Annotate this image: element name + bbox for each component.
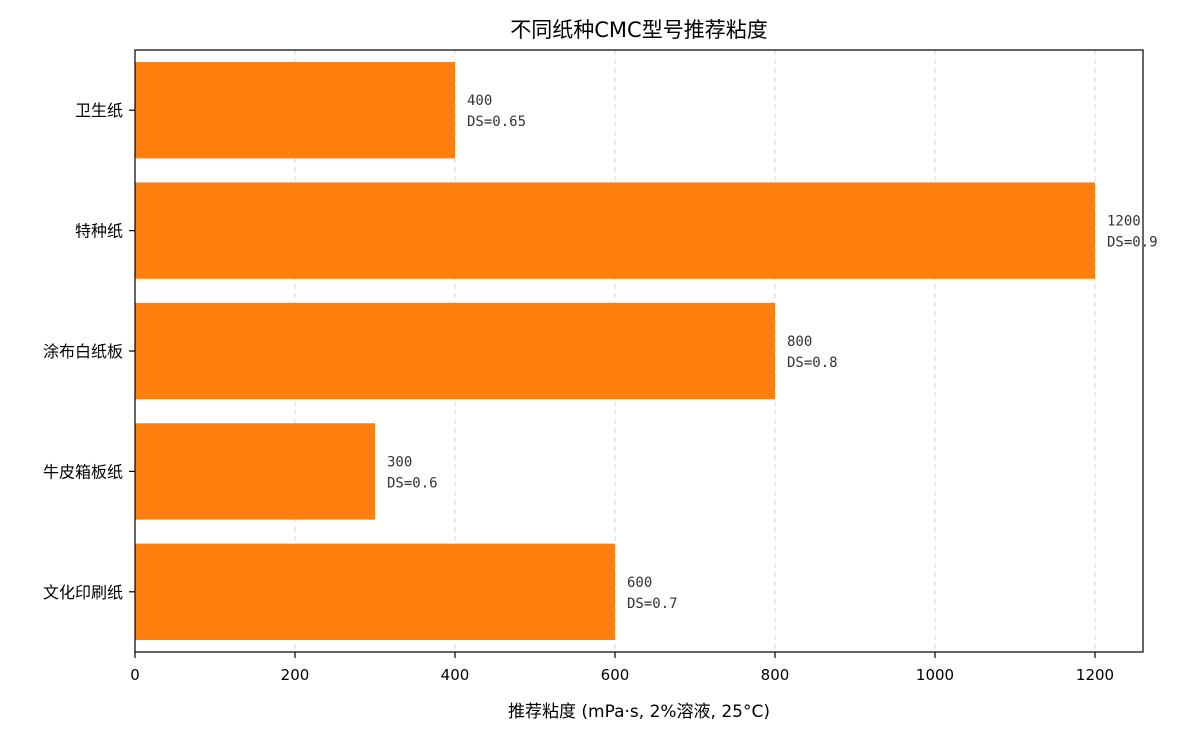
bar-2 (135, 302, 775, 400)
value-label-1: 300 (387, 454, 412, 470)
x-axis-ticks: 0 200 400 600 800 1000 1200 (130, 652, 1114, 684)
x-tick-label-0: 0 (130, 666, 140, 684)
data-labels: 600 DS=0.7 300 DS=0.6 800 DS=0.8 1200 DS=0.9 400… (387, 93, 1158, 612)
y-tick-label-1: 牛皮箱板纸 (43, 462, 123, 481)
bar-4 (135, 62, 455, 159)
value-label-4: 400 (467, 93, 492, 109)
value-label-0: 600 (627, 575, 652, 591)
x-tick-label-800: 800 (761, 666, 790, 684)
ds-label-2: DS=0.8 (787, 355, 838, 371)
x-tick-label-600: 600 (601, 666, 630, 684)
bar-0 (135, 543, 615, 640)
x-tick-label-200: 200 (281, 666, 310, 684)
ds-label-4: DS=0.65 (467, 114, 526, 130)
y-tick-label-4: 卫生纸 (75, 101, 123, 120)
value-label-3: 1200 (1107, 214, 1141, 230)
x-axis-label: 推荐粘度 (mPa·s, 2%溶液, 25°C) (508, 702, 770, 722)
ds-label-1: DS=0.6 (387, 475, 438, 491)
x-tick-label-1200: 1200 (1076, 666, 1114, 684)
y-tick-label-3: 特种纸 (75, 222, 123, 241)
y-tick-label-2: 涂布白纸板 (43, 342, 123, 361)
bars (135, 62, 1095, 640)
x-tick-label-400: 400 (441, 666, 470, 684)
ds-label-0: DS=0.7 (627, 596, 678, 612)
value-label-2: 800 (787, 334, 812, 350)
x-tick-label-1000: 1000 (916, 666, 954, 684)
y-tick-label-0: 文化印刷纸 (43, 583, 123, 602)
chart-title: 不同纸种CMC型号推荐粘度 (510, 18, 767, 42)
bar-1 (135, 423, 375, 520)
ds-label-3: DS=0.9 (1107, 235, 1158, 251)
bar-3 (135, 182, 1095, 279)
y-axis-ticks: 文化印刷纸 牛皮箱板纸 涂布白纸板 特种纸 卫生纸 (43, 101, 135, 602)
